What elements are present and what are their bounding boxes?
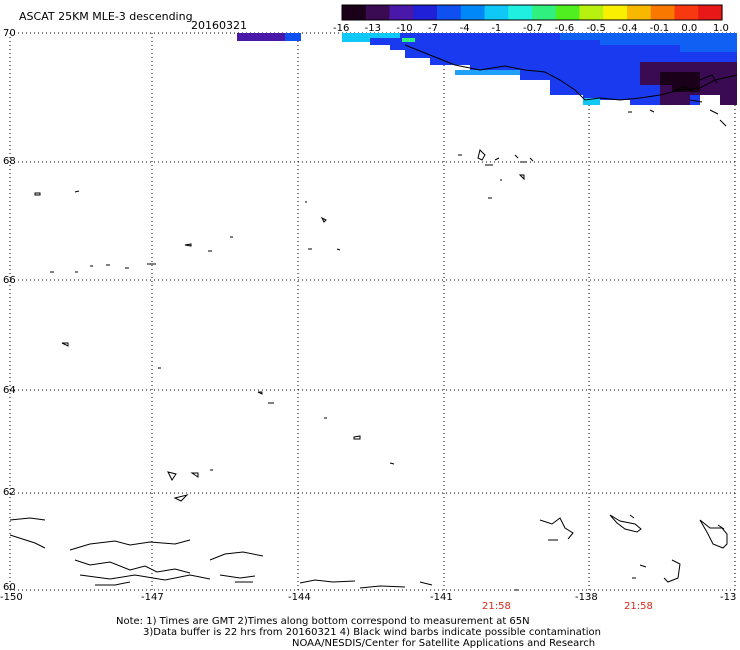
wind-swath (237, 33, 737, 105)
north-coast-islands (628, 74, 727, 127)
southeast-coast (515, 514, 728, 591)
lon-label-144: -144 (288, 592, 311, 603)
note-line-2: 3)Data buffer is 22 hrs from 20160321 4)… (143, 627, 601, 638)
island-s (336, 248, 341, 251)
swath-green-edge (402, 38, 415, 42)
map-date: 20160321 (191, 19, 247, 32)
colorbar-swatch (627, 5, 652, 20)
swath-strip-top-2 (285, 33, 301, 41)
colorbar-swatch (532, 5, 557, 20)
colorbar-swatch (413, 5, 438, 20)
lat-label-64: 64 (3, 385, 16, 396)
colorbar-swatch (342, 5, 367, 20)
lat-label-66: 66 (3, 275, 16, 286)
colorbar-swatch (460, 5, 486, 20)
colorbar (341, 4, 723, 21)
colorbar-swatch (484, 5, 509, 20)
colorbar-tick-label: -0.5 (586, 23, 606, 34)
graticule (9, 32, 736, 591)
island-l (61, 342, 69, 347)
swath-cyan-edge (342, 33, 400, 42)
island-c (184, 243, 192, 247)
swath-main (342, 33, 737, 105)
colorbar-tick-label: -0.4 (618, 23, 638, 34)
map-title: ASCAT 25KM MLE-3 descending (19, 10, 193, 23)
colorbar-frame (341, 4, 723, 21)
lon-label-141: -141 (430, 592, 453, 603)
lon-label-13: -13 (720, 592, 737, 603)
colorbar-tick-label: -0.7 (523, 23, 543, 34)
lat-label-70: 70 (3, 28, 16, 39)
aleutian-chain (9, 517, 433, 589)
lon-label-138: -138 (575, 592, 598, 603)
swath-dark-core-2 (660, 72, 700, 92)
swath-light-blue (560, 33, 737, 52)
colorbar-swatch (508, 5, 533, 20)
island-x (190, 472, 199, 478)
colorbar-swatch (365, 5, 391, 20)
island-z (173, 494, 189, 502)
colorbar-tick-label: -10 (396, 23, 413, 34)
island-u (353, 435, 361, 440)
colorbar-tick-label: -4 (459, 23, 470, 34)
note-line-1: Note: 1) Times are GMT 2)Times along bot… (116, 616, 530, 627)
swath-strip-top (237, 33, 301, 41)
lon-label-147: -147 (141, 592, 164, 603)
island-v (389, 462, 395, 465)
pass-time-2: 21:58 (624, 601, 653, 612)
colorbar-swatch (698, 5, 723, 20)
colorbar-tick-label: -16 (333, 23, 350, 34)
colorbar-swatch (437, 5, 462, 20)
colorbar-swatch (555, 5, 581, 20)
island-p (320, 216, 327, 223)
lat-label-62: 62 (3, 487, 16, 498)
colorbar-swatch (674, 5, 699, 20)
colorbar-swatch (579, 5, 604, 20)
islands-68N (458, 149, 534, 199)
colorbar-swatch (650, 5, 676, 20)
coastlines (9, 44, 738, 591)
colorbar-tick-label: -0.6 (554, 23, 575, 34)
pass-time-1: 21:58 (482, 601, 511, 612)
island-w (167, 471, 177, 481)
colorbar-tick-label: 0.0 (681, 23, 698, 34)
island-b (74, 190, 80, 193)
island-n (257, 391, 263, 395)
island-a (34, 192, 41, 196)
lat-label-60: 60 (3, 582, 16, 593)
colorbar-tick-label: -13 (364, 23, 381, 34)
colorbar-tick-label: 1.0 (713, 23, 729, 34)
lon-label-150: -150 (0, 592, 23, 603)
colorbar-tick-label: -1 (491, 23, 502, 34)
colorbar-tick-label: -0.1 (649, 23, 670, 34)
colorbar-tick-label: -7 (428, 23, 438, 34)
swath-cyan-coast-2 (455, 70, 520, 75)
north-coast (404, 44, 738, 101)
colorbar-swatch (603, 5, 628, 20)
lat-label-68: 68 (3, 156, 16, 167)
colorbar-swatch (389, 5, 414, 20)
note-line-3: NOAA/NESDIS/Center for Satellite Applica… (292, 638, 596, 649)
